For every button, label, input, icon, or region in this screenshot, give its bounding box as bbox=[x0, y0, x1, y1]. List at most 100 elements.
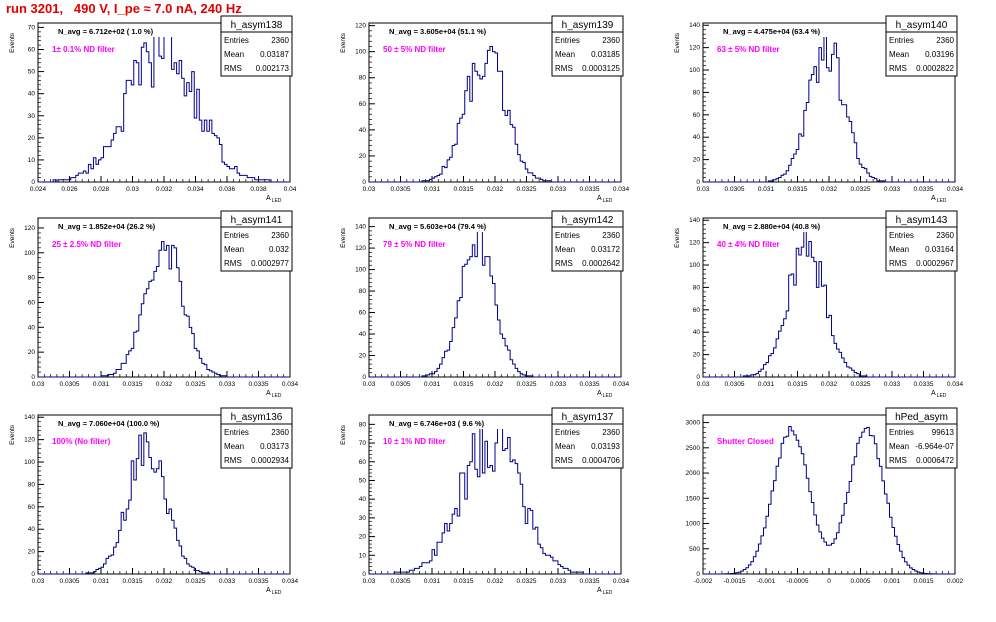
histogram-line bbox=[38, 432, 290, 575]
y-tick-label: 0 bbox=[362, 571, 366, 578]
y-tick-label: 70 bbox=[28, 24, 36, 31]
stats-key-rms: RMS bbox=[889, 259, 907, 268]
x-tick-label: 0.0315 bbox=[454, 381, 474, 388]
x-tick-label: 0.034 bbox=[947, 186, 964, 193]
x-axis-label: ALED bbox=[597, 390, 613, 399]
navg-title-bg bbox=[717, 220, 857, 232]
y-tick-label: 40 bbox=[359, 496, 367, 503]
histogram-panel-h_asym141: 0 20 40 60 80 100 120 0.03 0.0305 0.031 0.0315 0.03… bbox=[9, 210, 299, 399]
x-tick-label: 0.031 bbox=[758, 186, 775, 193]
y-tick-label: 80 bbox=[359, 421, 367, 428]
navg-title-box: N_avg = 2.880e+04 (40.8 %) bbox=[717, 220, 857, 232]
navg-title: N_avg = 2.880e+04 (40.8 %) bbox=[723, 222, 821, 231]
stats-box: h_asym143 Entries 2360 Mean 0.03164 RMS 0.0002… bbox=[885, 210, 958, 272]
stats-frame bbox=[551, 15, 624, 77]
x-tick-label: 0.0325 bbox=[851, 186, 871, 193]
x-axis-label: ALED bbox=[597, 195, 613, 204]
filter-label: 25 ± 2.5% ND filter bbox=[52, 240, 121, 249]
y-tick-label: 10 bbox=[359, 552, 367, 559]
stats-key-entries: Entries bbox=[889, 231, 914, 240]
stats-box: h_asym140 Entries 2360 Mean 0.03196 RMS 0.0002… bbox=[885, 15, 958, 77]
x-tick-label: 0 bbox=[827, 578, 831, 585]
y-tick-label: 20 bbox=[693, 157, 701, 164]
x-tick-label: 0.03 bbox=[363, 186, 376, 193]
x-tick-label: 0.0335 bbox=[249, 381, 269, 388]
y-tick-label: 0 bbox=[31, 571, 35, 578]
stats-value-mean: 0.03185 bbox=[591, 50, 620, 59]
stats-frame bbox=[220, 210, 293, 272]
histogram-panel-h_asym143: 0 20 40 60 80 100 120 140 0.03 0.0305 0.031 0.0315 0… bbox=[674, 210, 964, 399]
x-axis-label: ALED bbox=[266, 195, 282, 204]
y-tick-label: 100 bbox=[355, 267, 366, 274]
y-tick-label: 60 bbox=[693, 307, 701, 314]
stats-key-mean: Mean bbox=[555, 442, 575, 451]
filter-label: 1± 0.1% ND filter bbox=[52, 45, 115, 54]
y-tick-label: 80 bbox=[28, 481, 36, 488]
stats-value-entries: 2360 bbox=[271, 231, 289, 240]
x-tick-label: 0.034 bbox=[947, 381, 964, 388]
histogram-name: h_asym139 bbox=[562, 20, 614, 31]
x-axis-label: ALED bbox=[931, 390, 947, 399]
navg-title-box: N_avg = 3.605e+04 (51.1 %) bbox=[383, 25, 523, 37]
stats-frame bbox=[551, 210, 624, 272]
y-tick-label: 140 bbox=[689, 22, 700, 29]
navg-title: N_avg = 6.712e+02 ( 1.0 %) bbox=[58, 27, 154, 36]
x-tick-label: 0.031 bbox=[424, 186, 441, 193]
x-axis-label: ALED bbox=[266, 587, 282, 596]
y-tick-label: 20 bbox=[28, 349, 36, 356]
x-tick-label: 0.03 bbox=[126, 186, 139, 193]
stats-key-rms: RMS bbox=[224, 64, 242, 73]
navg-title: N_avg = 4.475e+04 (63.4 %) bbox=[723, 27, 821, 36]
x-tick-label: 0.03 bbox=[697, 381, 710, 388]
stats-key-rms: RMS bbox=[224, 456, 242, 465]
y-tick-label: 80 bbox=[359, 288, 367, 295]
x-tick-label: 0.0315 bbox=[454, 578, 474, 585]
x-tick-label: 0.031 bbox=[758, 381, 775, 388]
y-tick-label: 140 bbox=[24, 414, 35, 421]
y-tick-label: 120 bbox=[355, 245, 366, 252]
stats-value-entries: 2360 bbox=[936, 36, 954, 45]
y-tick-label: 0 bbox=[31, 374, 35, 381]
x-tick-label: 0.026 bbox=[61, 186, 78, 193]
x-tick-label: 0.0335 bbox=[580, 578, 600, 585]
stats-key-mean: Mean bbox=[889, 50, 909, 59]
navg-title-bg bbox=[52, 417, 192, 429]
x-tick-label: 0.033 bbox=[219, 381, 236, 388]
y-tick-label: 80 bbox=[693, 89, 701, 96]
x-tick-label: 0.0315 bbox=[123, 381, 143, 388]
x-tick-label: 0.0305 bbox=[60, 578, 80, 585]
x-axis-label: ALED bbox=[266, 390, 282, 399]
y-tick-label: 140 bbox=[355, 224, 366, 231]
navg-title: N_avg = 7.060e+04 (100.0 %) bbox=[58, 419, 160, 428]
stats-box: h_asym139 Entries 2360 Mean 0.03185 RMS 0.0003… bbox=[551, 15, 624, 77]
x-tick-label: 0.0305 bbox=[60, 381, 80, 388]
y-tick-label: 40 bbox=[693, 134, 701, 141]
y-tick-label: 100 bbox=[689, 67, 700, 74]
stats-key-entries: Entries bbox=[889, 428, 914, 437]
histogram-line bbox=[369, 417, 621, 575]
y-tick-label: 120 bbox=[24, 225, 35, 232]
stats-key-mean: Mean bbox=[889, 442, 909, 451]
y-tick-label: 0 bbox=[362, 179, 366, 186]
histogram-panel-hPed_asym: 0 500 1000 1500 2000 2500 3000 -0.002 -0.0015 -0.… bbox=[686, 407, 964, 585]
stats-value-mean: 0.03172 bbox=[591, 245, 620, 254]
y-tick-label: 40 bbox=[359, 127, 367, 134]
stats-box: h_asym142 Entries 2360 Mean 0.03172 RMS 0.0002… bbox=[551, 210, 624, 272]
y-tick-label: 80 bbox=[28, 275, 36, 282]
x-tick-label: 0.0335 bbox=[914, 381, 934, 388]
y-tick-label: 60 bbox=[28, 47, 36, 54]
y-tick-label: 50 bbox=[359, 477, 367, 484]
x-tick-label: 0.034 bbox=[613, 578, 630, 585]
x-tick-label: 0.0305 bbox=[725, 381, 745, 388]
x-tick-label: 0.0015 bbox=[914, 578, 934, 585]
x-tick-label: 0.034 bbox=[613, 381, 630, 388]
histogram-panel-h_asym137: 0 10 20 30 40 50 60 70 80 0.03 0.0305 0.031 0.0315 0.… bbox=[340, 407, 630, 596]
x-tick-label: 0.034 bbox=[282, 381, 299, 388]
navg-title-box: N_avg = 4.475e+04 (63.4 %) bbox=[717, 25, 857, 37]
y-tick-label: 1000 bbox=[686, 521, 701, 528]
x-tick-label: 0.038 bbox=[250, 186, 267, 193]
y-tick-label: 60 bbox=[359, 101, 367, 108]
y-tick-label: 80 bbox=[693, 284, 701, 291]
histogram-line bbox=[703, 220, 955, 378]
stats-key-entries: Entries bbox=[224, 428, 249, 437]
